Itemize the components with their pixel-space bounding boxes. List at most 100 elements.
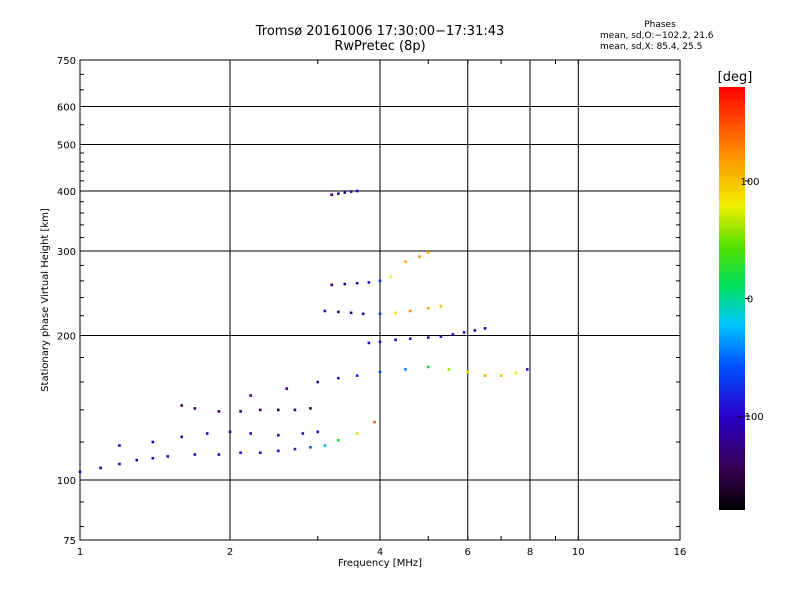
data-point: [276, 449, 280, 453]
data-point: [337, 192, 340, 195]
data-point: [349, 190, 353, 193]
data-point: [276, 433, 280, 437]
x-tick-label: 1: [77, 547, 83, 558]
y-tick-label: 750: [57, 56, 76, 67]
data-point: [166, 455, 170, 458]
data-point: [514, 371, 518, 375]
data-point: [293, 447, 297, 451]
data-point: [301, 432, 305, 435]
data-point: [389, 275, 392, 279]
data-point: [367, 341, 371, 345]
data-point: [309, 407, 312, 410]
data-point: [323, 444, 327, 447]
colorbar-tick-label: 0: [747, 295, 753, 306]
data-point: [466, 370, 470, 374]
data-point: [330, 193, 334, 197]
colorbar-ticks: 100 0 −100: [736, 177, 763, 423]
data-point: [205, 432, 209, 435]
y-tick-label: 100: [57, 476, 76, 487]
x-tick-label: 4: [377, 547, 383, 558]
phase-info: Phases mean, sd,O:−102.2, 21.6 mean, sd,…: [600, 20, 720, 53]
data-point: [355, 189, 359, 193]
chart-title: Tromsø 20161006 17:30:00−17:31:43: [255, 24, 505, 39]
data-point: [258, 451, 262, 455]
data-point: [316, 380, 320, 384]
data-point: [394, 338, 397, 342]
data-point: [193, 407, 197, 410]
data-point: [499, 374, 503, 377]
data-point: [258, 408, 262, 412]
data-point: [378, 279, 382, 283]
x-tick-label: 16: [674, 547, 687, 558]
data-point: [151, 440, 155, 444]
data-point: [217, 410, 221, 413]
data-point: [473, 329, 477, 332]
data-point: [349, 311, 353, 315]
data-point: [343, 191, 347, 194]
data-point: [439, 335, 443, 338]
data-point: [151, 456, 155, 460]
data-point: [483, 374, 487, 377]
grid-lines: [80, 60, 680, 540]
data-point: [355, 432, 359, 435]
data-point: [330, 283, 334, 287]
data-point: [180, 435, 184, 439]
data-point: [462, 331, 466, 334]
x-tick-label: 10: [572, 547, 585, 558]
x-tick-label: 2: [227, 547, 233, 558]
colorbar: [719, 87, 745, 510]
data-point: [337, 310, 340, 314]
colorbar-tick-label: 100: [740, 177, 759, 188]
data-point: [217, 453, 221, 456]
data-point: [378, 370, 382, 374]
data-point: [355, 374, 359, 377]
data-point: [378, 340, 382, 344]
x-axis-label: Frequency [MHz]: [338, 558, 422, 569]
data-point: [293, 408, 297, 412]
data-point: [404, 368, 407, 371]
x-tick-label: 8: [527, 547, 533, 558]
data-point: [135, 458, 139, 462]
colorbar-label: [deg]: [718, 70, 753, 85]
colorbar-tick-label: −100: [736, 412, 763, 423]
data-point: [239, 410, 242, 413]
data-point: [483, 327, 487, 330]
data-point: [361, 312, 365, 316]
y-tick-label: 75: [63, 536, 76, 547]
data-point: [249, 394, 252, 397]
data-point: [367, 281, 371, 284]
data-point: [309, 446, 312, 449]
data-point: [426, 306, 430, 310]
data-point: [439, 305, 443, 308]
data-point: [447, 368, 451, 371]
x-tick-labels: 1 2 4 6 8 10 16: [77, 547, 687, 558]
data-point: [355, 281, 359, 285]
data-point: [408, 309, 412, 313]
data-point: [404, 260, 407, 264]
data-point: [316, 430, 320, 434]
data-point: [373, 420, 376, 424]
data-point: [408, 337, 412, 340]
data-point: [418, 255, 421, 258]
data-point: [426, 336, 430, 339]
data-point: [118, 444, 121, 447]
phase-info-x-line: mean, sd,X: 85.4, 25.5: [600, 42, 703, 52]
data-point: [180, 404, 184, 407]
data-point: [193, 453, 197, 456]
y-tick-label: 600: [57, 103, 76, 114]
y-tick-label: 300: [57, 247, 76, 258]
y-axis-label: Stationary phase Virtual Height [km]: [40, 208, 51, 392]
y-tick-label: 400: [57, 187, 76, 198]
data-point: [378, 312, 382, 316]
y-tick-labels: 75 100 200 300 400 500 600 750: [57, 56, 76, 547]
phase-info-o-line: mean, sd,O:−102.2, 21.6: [600, 31, 714, 41]
data-point: [118, 462, 121, 466]
y-tick-label: 500: [57, 141, 76, 152]
data-point: [343, 282, 347, 286]
data-point: [239, 451, 242, 455]
data-point: [276, 408, 280, 412]
data-point: [426, 365, 430, 369]
phase-info-header: Phases: [644, 20, 676, 30]
data-point: [99, 466, 102, 470]
